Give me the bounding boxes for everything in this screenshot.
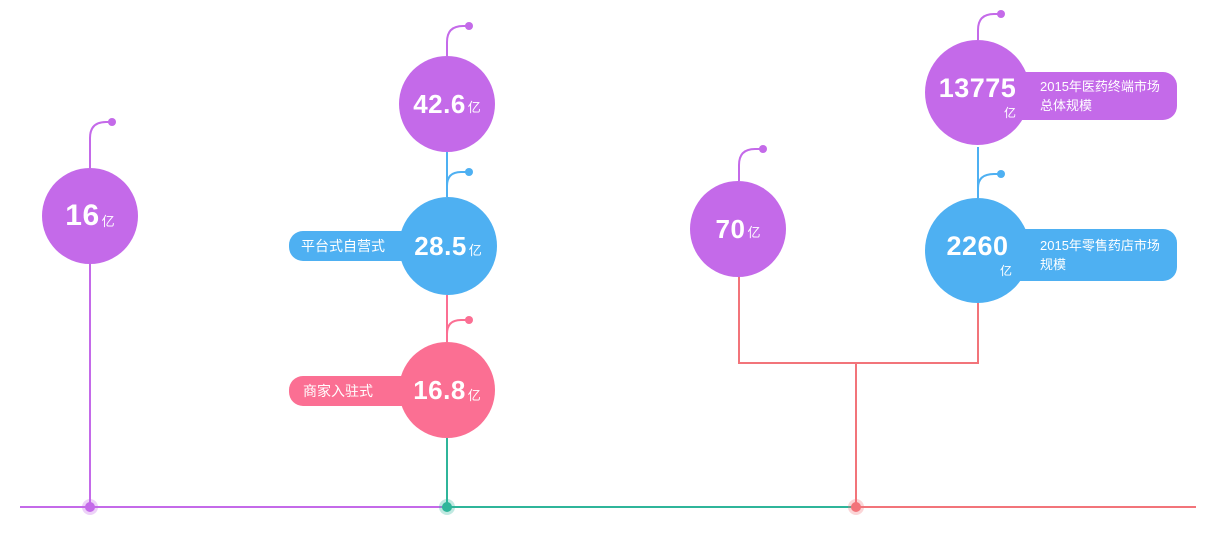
bubble-70: 70 亿 [690,181,786,277]
bubble-16: 16 亿 [42,168,138,264]
value-28-5: 28.5 [414,230,467,261]
hook-70 [738,148,763,181]
value-70: 70 [715,213,746,244]
hook-16-8 [446,319,469,342]
unit-16: 亿 [101,214,115,229]
hook-16 [89,121,112,168]
value-16: 16 [65,199,100,232]
hook-13775 [977,13,1001,40]
bubble-28-5: 28.5 亿 [399,197,497,295]
hook-42-6 [446,25,469,56]
value-16-8: 16.8 [413,374,466,405]
value-2260: 2260 [946,230,1009,261]
bubble-13775: 13775 亿 [925,40,1030,145]
unit-42-6: 亿 [467,100,481,115]
tag-retail-label: 2015年零售药店市场规模 [1040,238,1160,272]
bubble-2260: 2260 亿 [925,198,1030,303]
unit-28-5: 亿 [468,243,482,258]
unit-13775: 亿 [1003,105,1016,120]
tag-terminal-label: 2015年医药终端市场总体规模 [1040,79,1160,113]
value-42-6: 42.6 [413,88,466,119]
hook-2260 [977,173,1001,198]
value-13775: 13775 [938,72,1017,103]
unit-2260: 亿 [999,263,1012,278]
unit-70: 亿 [747,225,761,240]
bubble-42-6: 42.6 亿 [399,56,495,152]
bubble-16-8: 16.8 亿 [399,342,495,438]
bracket-70-2260 [738,275,979,364]
unit-16-8: 亿 [467,388,481,403]
tag-platform-label: 平台式自营式 [301,238,385,254]
tag-merchant-label: 商家入驻式 [303,383,373,399]
hook-28-5 [446,171,469,197]
